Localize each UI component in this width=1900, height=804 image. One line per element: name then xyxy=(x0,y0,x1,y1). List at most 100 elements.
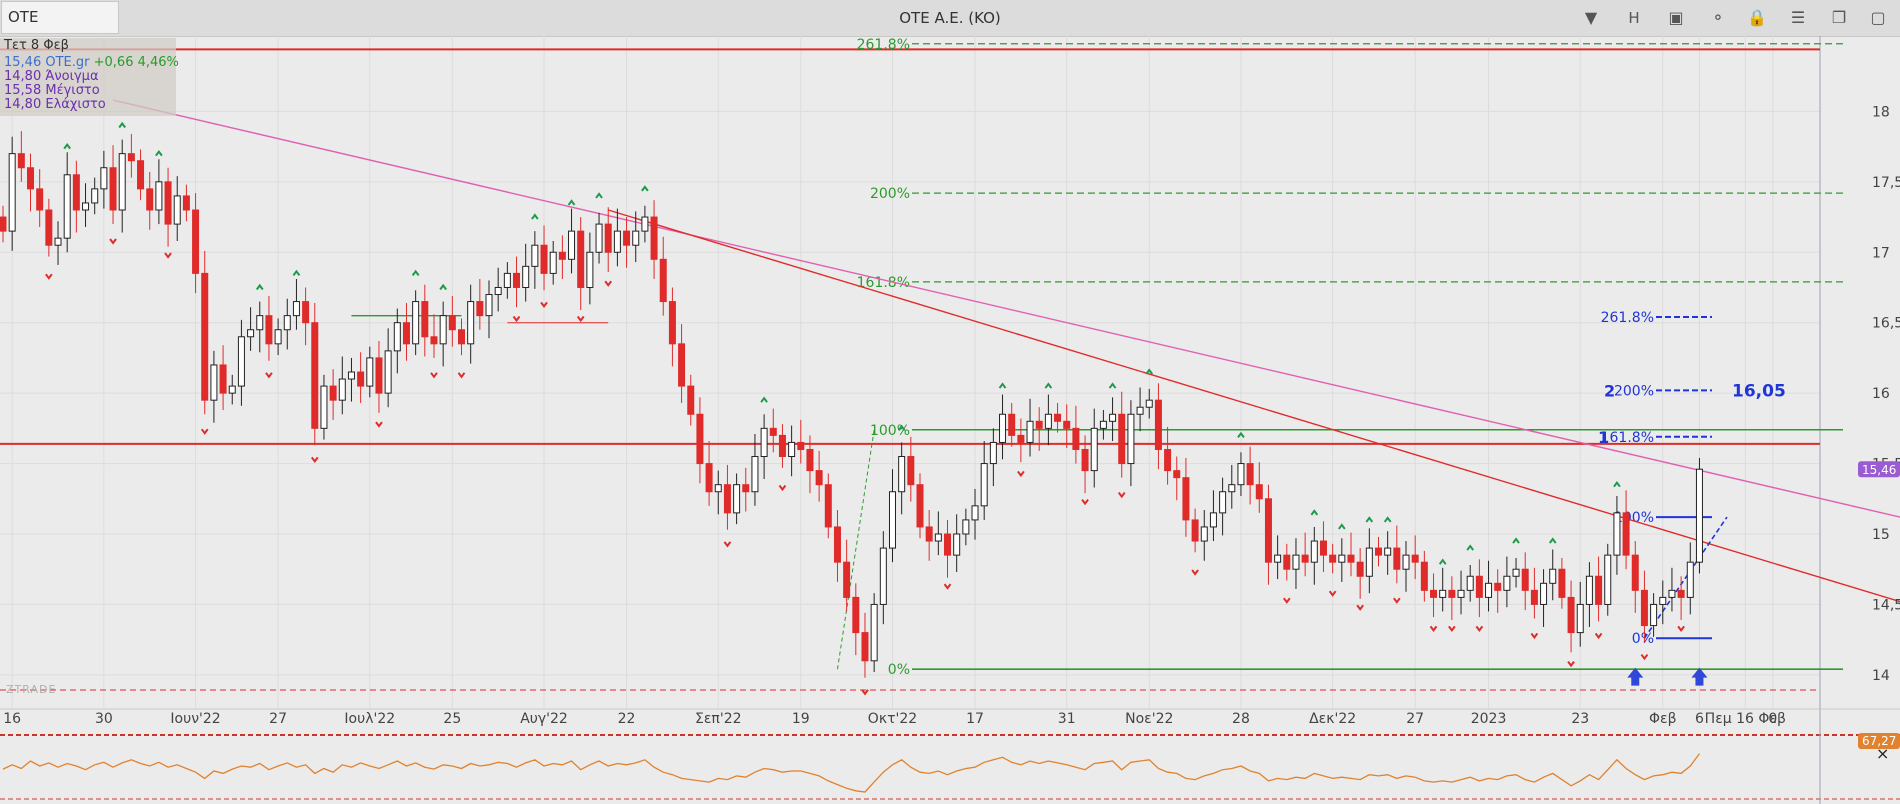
candle-body xyxy=(283,315,291,331)
candle-body xyxy=(613,230,621,253)
candle-body xyxy=(1650,603,1658,627)
candle-body xyxy=(1375,547,1382,556)
swing-low-marker xyxy=(861,689,869,696)
fib-level-label: 0% xyxy=(888,662,910,678)
x-tick-label: 19 xyxy=(792,711,810,727)
x-tick-label: Δεκ'22 xyxy=(1309,711,1356,727)
candle-body xyxy=(1530,589,1538,605)
candle-body xyxy=(1512,568,1520,577)
candle-body xyxy=(1090,427,1098,472)
candle-body xyxy=(971,505,979,521)
candle-body xyxy=(1430,589,1438,598)
candle-body xyxy=(1109,413,1117,422)
candle-body xyxy=(1154,399,1162,450)
candle-body xyxy=(1246,463,1254,486)
candle-body xyxy=(384,350,392,394)
candle-body xyxy=(1475,575,1483,598)
layout-icon[interactable]: ▣ xyxy=(1668,8,1684,27)
candle-body xyxy=(1035,420,1043,429)
swing-low-marker xyxy=(1594,632,1603,640)
x-axis: 16 30 Ιουν'22 27 Ιουλ'22 25 Αυγ'22 22 Σεπ'22 19 Οκ… xyxy=(0,708,1900,727)
candle-body xyxy=(1319,540,1327,556)
candle-body xyxy=(1494,582,1502,591)
swing-low-marker xyxy=(1191,569,1199,576)
y-tick-label: 16,5 xyxy=(1872,316,1900,332)
candle-body xyxy=(1585,575,1593,605)
osc-badge-label: 67,27 xyxy=(1862,734,1896,748)
candle-body xyxy=(1063,420,1071,429)
candle-body xyxy=(705,463,713,493)
x-tick-label: Αυγ'22 xyxy=(520,711,568,727)
candle-body xyxy=(1448,589,1456,598)
candle-body xyxy=(329,385,337,401)
candle-body xyxy=(1145,399,1153,408)
fib-level-label: 261.8% xyxy=(857,37,910,53)
swing-high-marker xyxy=(155,149,163,157)
menu-icon[interactable]: ☰ xyxy=(1790,8,1806,27)
price-badge-bg xyxy=(1858,461,1900,478)
symbol-input[interactable]: OTE xyxy=(1,1,119,34)
y-tick-label: 15 xyxy=(1872,527,1890,543)
x-tick-label: 30 xyxy=(95,711,113,727)
x-tick-label: Φεβ xyxy=(1649,711,1677,727)
candle-body xyxy=(201,272,209,401)
swing-low-marker xyxy=(265,372,273,379)
candle-body xyxy=(1338,554,1346,563)
candle-body xyxy=(476,301,484,317)
swing-low-marker xyxy=(1328,590,1337,597)
candle-body xyxy=(742,484,750,493)
candle-body xyxy=(788,441,796,458)
candle-body xyxy=(494,286,502,296)
candle-body xyxy=(164,181,172,225)
price-chart[interactable]: 261.8%200%161.8%100%0% 261.8%200%2161.8%… xyxy=(0,36,1900,733)
candle-body xyxy=(769,427,777,436)
candle-body xyxy=(522,265,530,288)
candle-body xyxy=(1301,554,1309,563)
swing-high-marker xyxy=(1613,481,1621,488)
swing-high-marker xyxy=(411,269,420,276)
swing-high-marker xyxy=(1310,509,1319,516)
info-panel xyxy=(0,38,176,116)
candle-body xyxy=(54,237,62,246)
x-tick-label: 25 xyxy=(443,711,461,727)
y-tick-label: 17,5 xyxy=(1872,175,1900,191)
fib-anchor-line xyxy=(836,429,875,670)
fib-level-label: 100% xyxy=(870,423,910,439)
swing-low-marker xyxy=(604,280,613,287)
candle-body xyxy=(45,209,53,246)
candle-body xyxy=(1613,512,1621,556)
swing-low-marker xyxy=(1429,625,1438,633)
swing-high-marker xyxy=(292,269,301,276)
grid xyxy=(0,36,1821,733)
maximize-icon[interactable]: ▢ xyxy=(1870,8,1886,27)
restore-window-icon[interactable]: ❐ xyxy=(1831,8,1847,27)
price-badge: 15,46 xyxy=(1858,461,1900,478)
candle-body xyxy=(540,244,548,274)
candle-body xyxy=(1439,589,1447,598)
candle-body xyxy=(980,463,988,507)
swing-low-marker xyxy=(1393,597,1401,604)
dropdown-chevron-icon[interactable]: ▼ xyxy=(1584,8,1598,27)
swing-low-marker xyxy=(457,372,466,379)
candle-body xyxy=(265,315,273,345)
candle-body xyxy=(1118,413,1126,465)
candle-body xyxy=(687,385,695,415)
candle-body xyxy=(1640,589,1648,627)
candle-body xyxy=(1411,554,1419,563)
comment-icon[interactable]: ⚬ xyxy=(1711,8,1725,27)
candle-body xyxy=(91,188,99,204)
candle-body xyxy=(210,364,218,401)
candle-body xyxy=(916,484,924,528)
oscillator-pane[interactable]: 67,27× xyxy=(0,733,1900,804)
lock-icon[interactable]: 🔒 xyxy=(1747,8,1767,27)
candle-body xyxy=(531,244,539,267)
candle-body xyxy=(118,153,126,211)
candle-body xyxy=(173,195,181,225)
candle-body xyxy=(1631,554,1639,591)
period-button[interactable]: H xyxy=(1628,9,1640,27)
candle-body xyxy=(448,315,456,331)
candle-body xyxy=(1191,519,1199,542)
close-icon[interactable]: × xyxy=(1876,744,1889,763)
candle-body xyxy=(1549,568,1557,584)
